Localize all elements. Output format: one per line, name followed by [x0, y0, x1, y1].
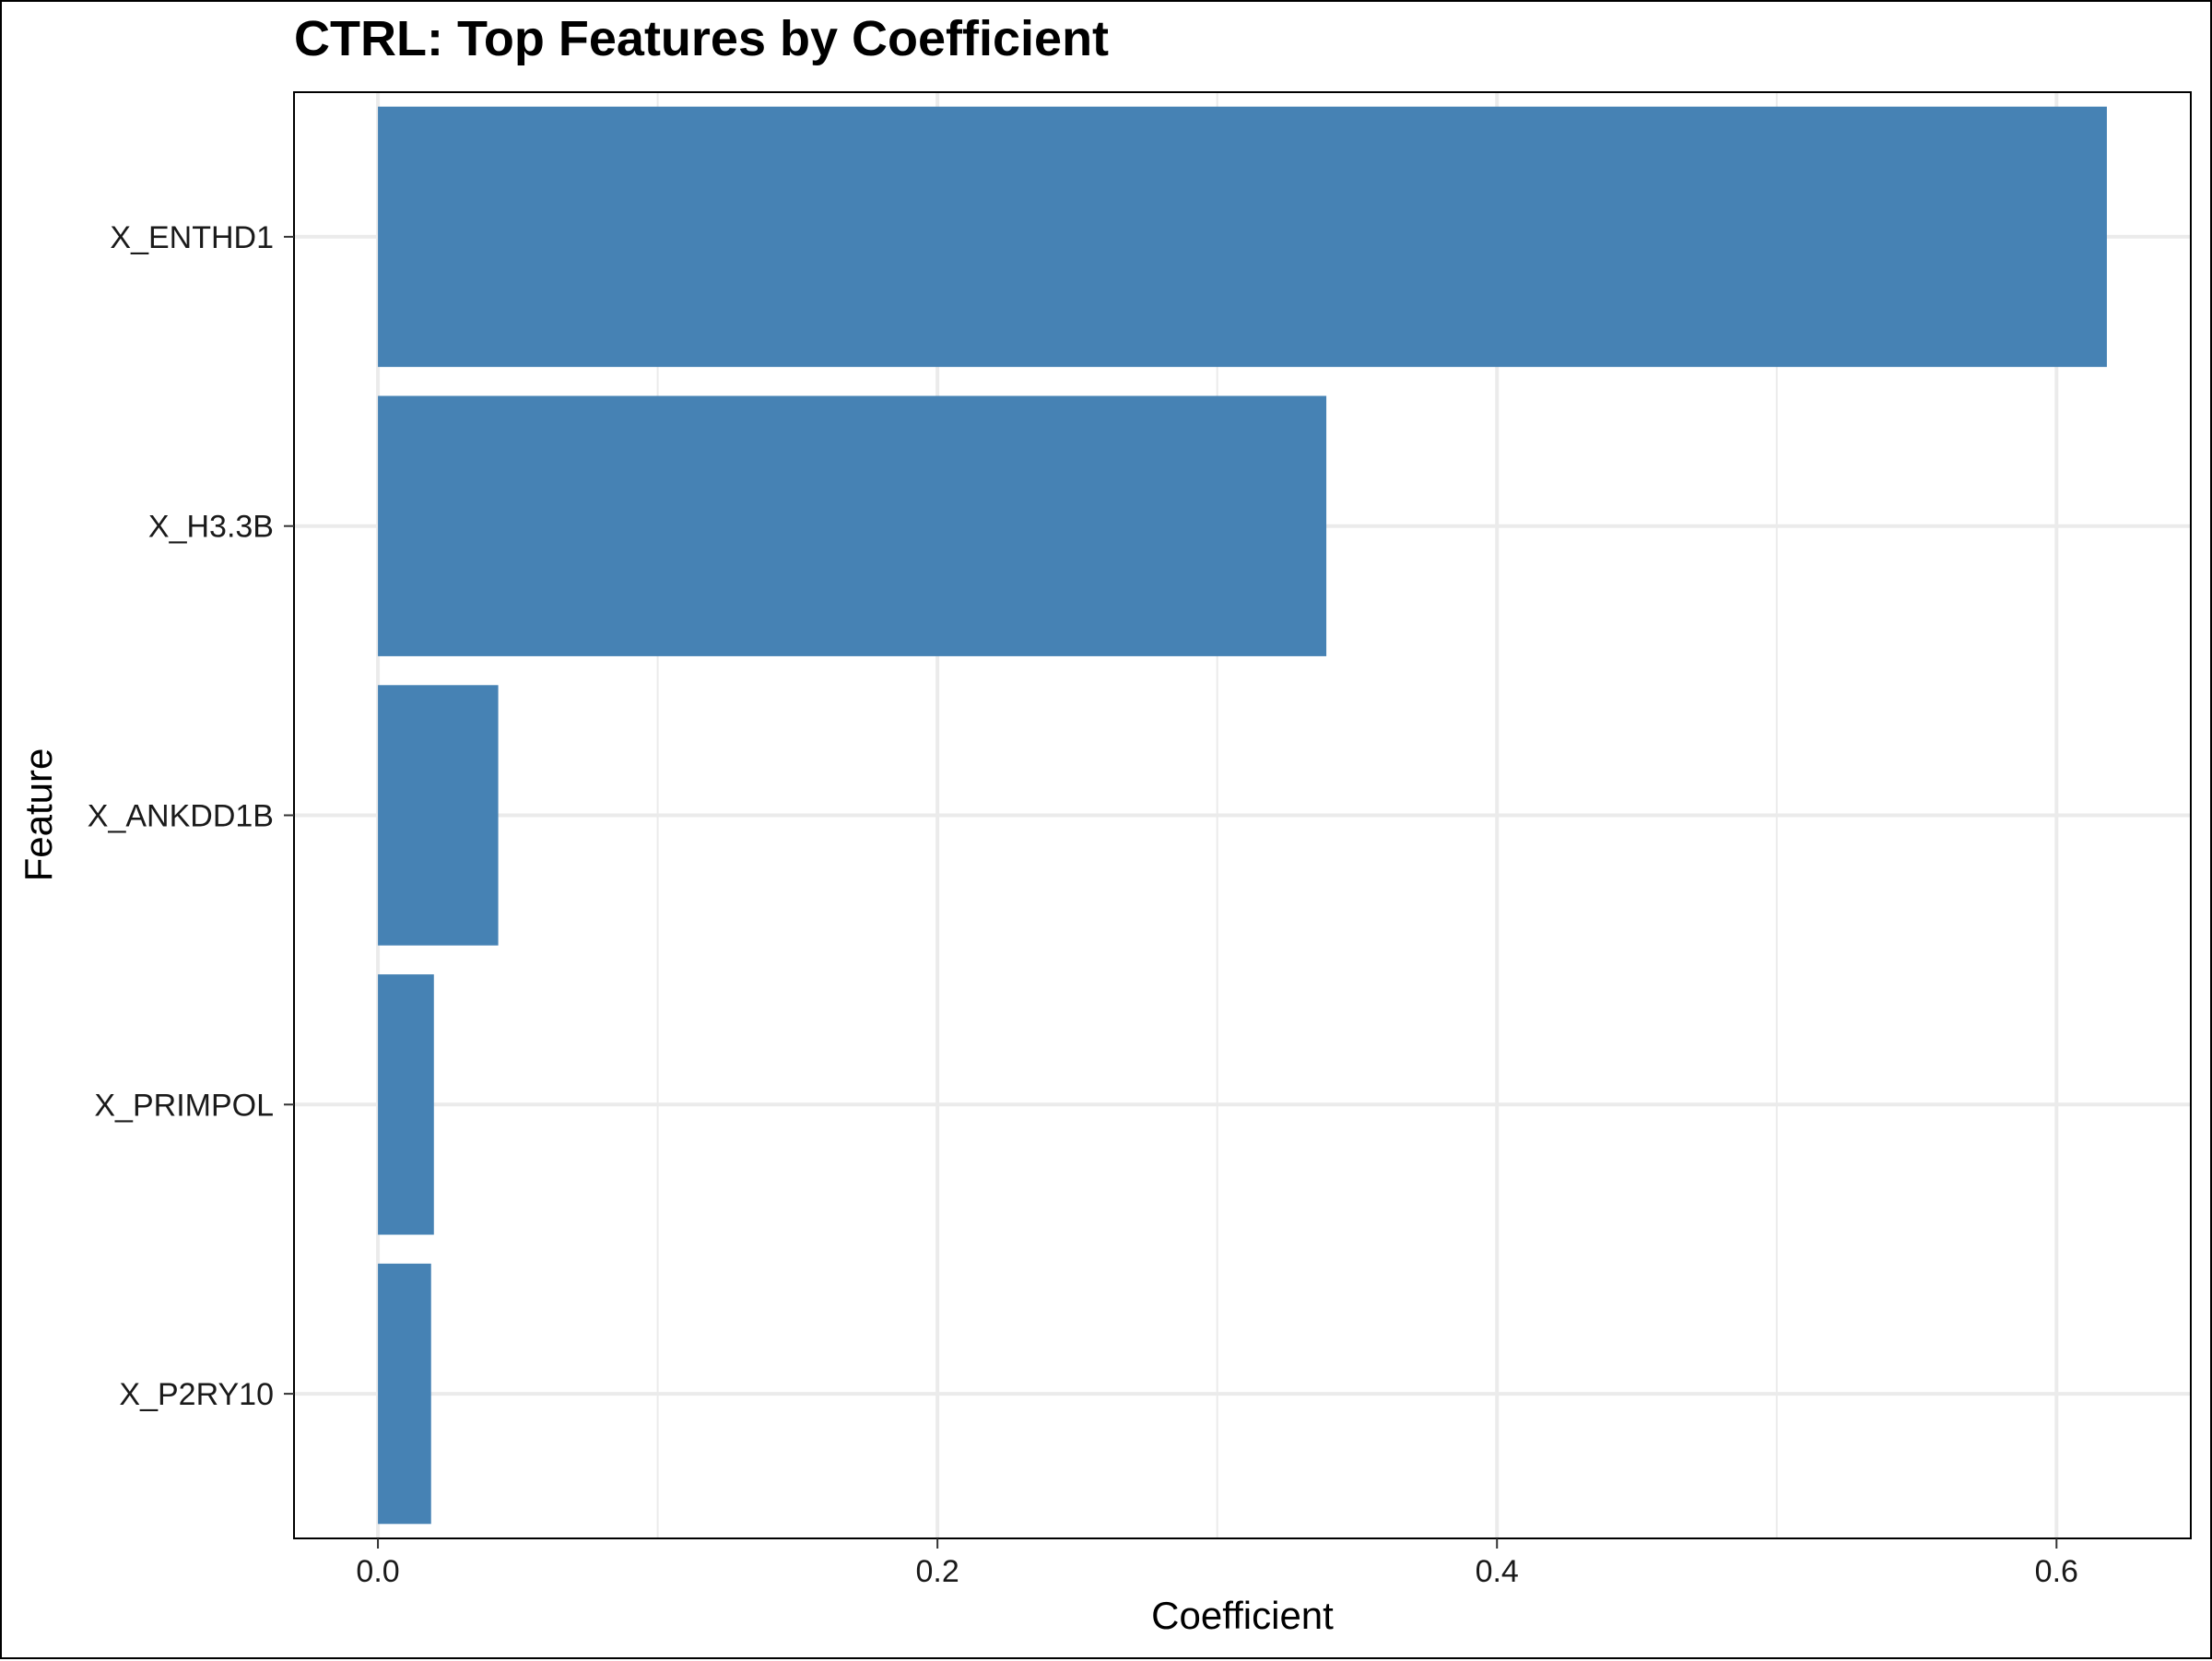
- bar: [378, 1263, 431, 1525]
- chart-title: CTRL: Top Features by Coefficient: [294, 11, 1109, 66]
- x-tick-label: 0.4: [1476, 1554, 1519, 1589]
- y-tick-label: X_ENTHD1: [110, 220, 274, 255]
- bars: [378, 106, 2107, 1525]
- y-axis-title: Feature: [17, 748, 60, 882]
- x-axis-title: Coefficient: [1151, 1594, 1334, 1637]
- x-tick-label: 0.6: [2035, 1554, 2078, 1589]
- x-tick-label: 0.2: [916, 1554, 959, 1589]
- y-axis-ticks: X_ENTHD1 X_H3.3B X_ANKDD1B X_PRIMPOL X_P2RY1…: [88, 220, 294, 1412]
- y-tick-label: X_H3.3B: [148, 510, 274, 545]
- x-axis-ticks: 0.0 0.2 0.4 0.6: [356, 1538, 2078, 1589]
- bar: [378, 974, 434, 1235]
- x-tick-label: 0.0: [356, 1554, 399, 1589]
- bar: [378, 106, 2107, 368]
- bar: [378, 685, 499, 946]
- y-tick-label: X_P2RY10: [119, 1377, 274, 1412]
- bar: [378, 395, 1327, 656]
- y-tick-label: X_PRIMPOL: [94, 1088, 274, 1123]
- y-tick-label: X_ANKDD1B: [88, 799, 274, 834]
